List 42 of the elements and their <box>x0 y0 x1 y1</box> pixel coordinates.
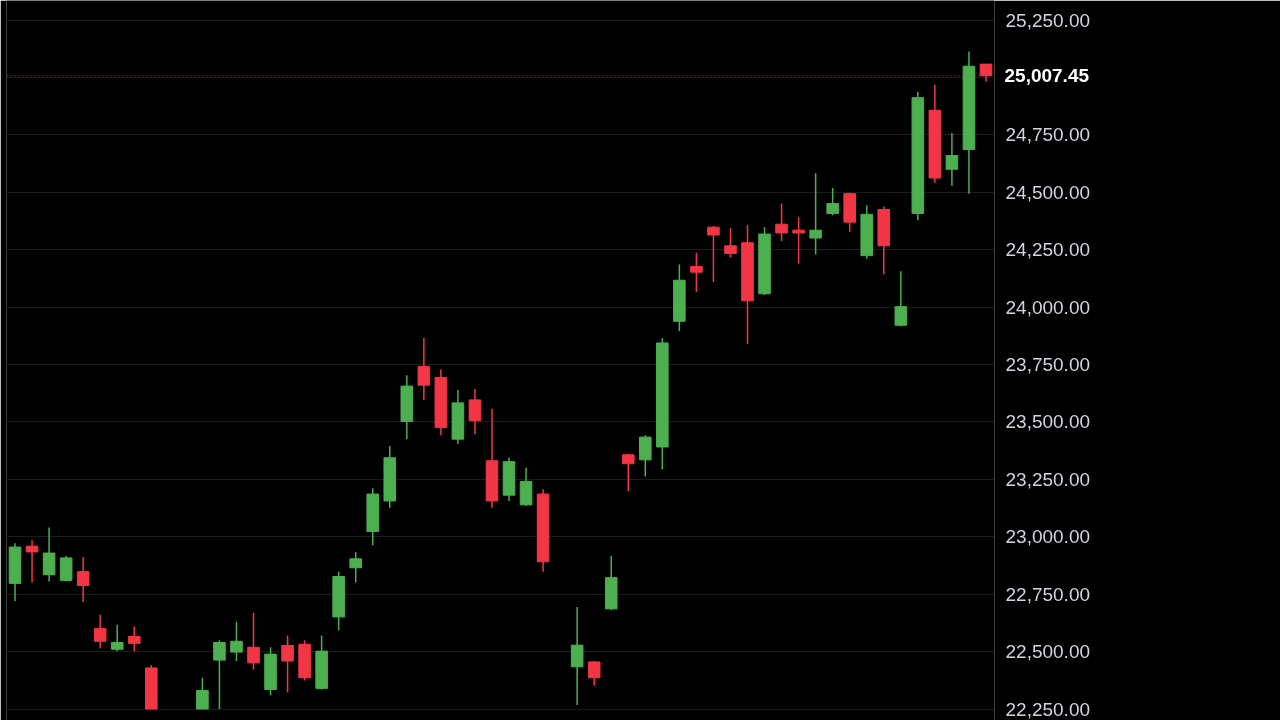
candlestick <box>826 187 839 216</box>
candlestick <box>690 251 703 293</box>
candlestick <box>196 677 209 710</box>
y-tick-label: 22,250.00 <box>1005 698 1091 720</box>
y-tick-label: 23,250.00 <box>1005 468 1091 490</box>
candlestick <box>213 639 226 710</box>
candlestick <box>519 466 533 507</box>
candlestick <box>894 270 908 328</box>
candlestick <box>809 172 822 256</box>
y-tick-label: 24,500.00 <box>1005 181 1091 203</box>
candlestick <box>724 227 737 259</box>
candlestick <box>775 202 788 242</box>
candlestick <box>25 539 39 584</box>
candlestick <box>639 434 652 478</box>
candlestick <box>349 551 362 584</box>
y-tick-label: 22,500.00 <box>1005 641 1091 663</box>
candlestick <box>281 634 294 694</box>
candlestick <box>247 612 260 671</box>
candlestick <box>417 337 431 401</box>
y-tick-label: 24,250.00 <box>1005 239 1091 261</box>
y-tick-label: 23,750.00 <box>1005 354 1091 376</box>
candlestick <box>93 614 107 649</box>
candlestick <box>587 660 601 687</box>
candlestick <box>42 526 56 583</box>
ref-line-label: 25,007.45 <box>1004 65 1090 87</box>
candlestick <box>110 623 124 652</box>
candlestick <box>76 556 90 603</box>
candlestick <box>570 606 584 706</box>
y-tick-label: 24,000.00 <box>1005 296 1091 318</box>
y-tick-label: 22,750.00 <box>1005 583 1091 605</box>
y-tick-label: 25,250.00 <box>1005 9 1091 31</box>
candlestick <box>707 225 720 283</box>
candlestick <box>127 625 141 652</box>
candlestick <box>621 453 635 493</box>
y-tick-label: 23,500.00 <box>1005 411 1091 433</box>
candlestick <box>59 555 73 583</box>
candlestick <box>945 132 959 187</box>
candlestick <box>792 216 805 265</box>
candlestick <box>230 620 243 662</box>
y-tick-label: 24,750.00 <box>1005 124 1091 146</box>
y-tick-label: 23,000.00 <box>1005 526 1091 548</box>
candlestick <box>468 388 482 436</box>
